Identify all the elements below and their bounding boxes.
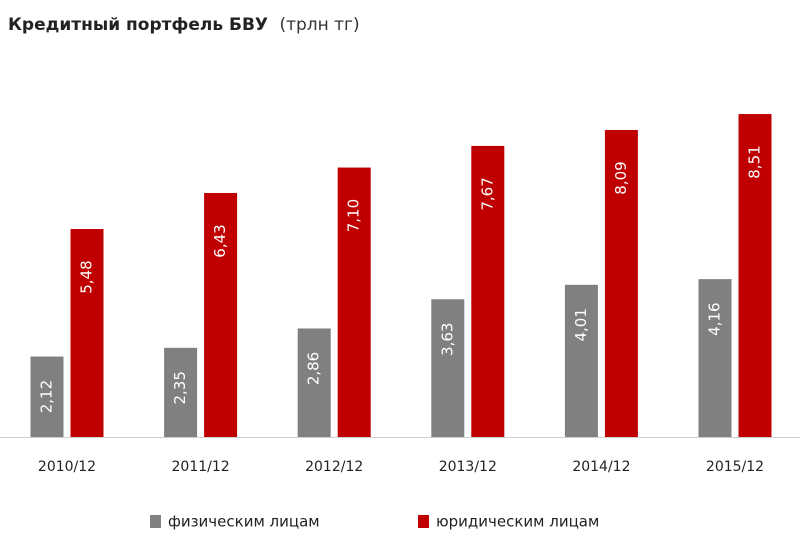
value-label: 8,51 [746, 145, 764, 178]
value-label: 4,01 [572, 308, 590, 341]
x-tick-label: 2011/12 [172, 459, 230, 475]
legend-swatch [150, 515, 161, 528]
value-label: 3,63 [438, 323, 456, 356]
bar [738, 114, 772, 437]
legend-label: физическим лицам [168, 513, 320, 531]
x-tick-label: 2010/12 [38, 459, 96, 475]
bar [30, 356, 64, 437]
x-tick-label: 2012/12 [305, 459, 363, 475]
value-label: 2,86 [305, 352, 323, 385]
value-label: 7,10 [345, 199, 363, 232]
chart-title: Кредитный портфель БВУ [8, 15, 268, 35]
x-tick-label: 2014/12 [572, 459, 630, 475]
legend-swatch [418, 515, 429, 528]
bar [431, 299, 465, 437]
bar [164, 347, 198, 437]
bar [204, 192, 238, 437]
bar [471, 145, 505, 437]
bar [337, 167, 371, 437]
bar [70, 229, 104, 437]
value-label: 2,35 [171, 371, 189, 404]
x-tick-label: 2013/12 [439, 459, 497, 475]
value-label: 4,16 [706, 302, 724, 335]
value-label: 8,09 [612, 161, 630, 194]
bar [564, 284, 598, 437]
bar [297, 328, 331, 437]
value-label: 5,48 [78, 260, 96, 293]
value-label: 6,43 [211, 224, 229, 257]
legend-label: юридическим лицам [436, 513, 599, 531]
bar [698, 279, 732, 437]
value-label: 2,12 [38, 380, 56, 413]
bar [604, 129, 638, 437]
chart-title-line: Кредитный портфель БВУ (трлн тг) [8, 15, 360, 35]
x-tick-label: 2015/12 [706, 459, 764, 475]
value-label: 7,67 [478, 177, 496, 210]
chart-subtitle: (трлн тг) [279, 15, 359, 35]
